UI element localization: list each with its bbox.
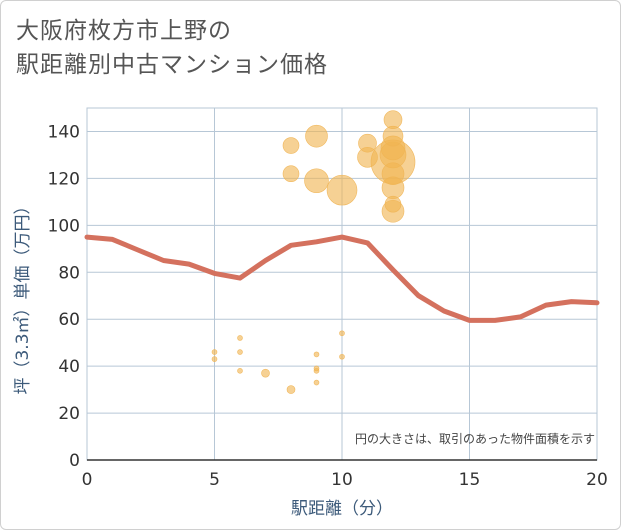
x-tick-label: 15	[459, 470, 481, 490]
axis-layer: 0 5 10 15 20 0 20 40 60 80 100 120 140	[48, 122, 608, 490]
y-tick-label: 120	[48, 169, 80, 189]
data-bubble	[282, 165, 300, 183]
data-bubble	[326, 174, 358, 206]
y-tick-label: 60	[58, 310, 80, 330]
x-tick-label: 5	[209, 470, 220, 490]
grid-layer	[86, 107, 598, 461]
data-bubble	[286, 385, 296, 394]
y-tick-label: 80	[58, 263, 80, 283]
data-bubble	[237, 349, 243, 355]
data-bubble	[381, 176, 405, 200]
y-tick-label: 140	[48, 122, 80, 142]
bubble-layer	[211, 110, 416, 394]
line-layer	[84, 234, 600, 323]
average-price-line	[84, 234, 600, 323]
data-bubble	[313, 379, 320, 386]
x-tick-label: 0	[82, 470, 93, 490]
data-bubble	[382, 125, 404, 147]
chart-title-line-1: 大阪府枚方市上野の	[16, 18, 232, 44]
data-bubble	[305, 124, 328, 148]
x-tick-label: 10	[331, 470, 353, 490]
data-bubble	[304, 168, 329, 194]
data-bubble	[237, 335, 243, 341]
data-bubble	[313, 351, 320, 358]
data-bubble	[211, 349, 218, 355]
data-bubble	[339, 330, 345, 337]
data-bubble	[282, 137, 300, 154]
size-legend-note: 円の大きさは、取引のあった物件面積を示す	[355, 431, 595, 446]
data-bubble	[384, 195, 402, 213]
y-tick-label: 0	[69, 451, 80, 471]
data-bubble	[313, 368, 320, 374]
y-tick-label: 40	[58, 357, 80, 377]
data-bubble	[358, 133, 377, 153]
chart-title: 大阪府枚方市上野の 駅距離別中古マンション価格	[16, 14, 328, 82]
chart-title-line-2: 駅距離別中古マンション価格	[16, 52, 328, 78]
data-bubble	[383, 110, 403, 130]
data-bubble	[339, 353, 345, 360]
data-bubble	[237, 368, 243, 374]
y-tick-label: 100	[48, 216, 80, 236]
data-bubble	[211, 356, 218, 362]
x-axis-title: 駅距離（分）	[291, 499, 393, 519]
x-tick-label: 20	[586, 470, 608, 490]
y-tick-label: 20	[58, 404, 80, 424]
y-axis-title: 坪（3.3㎡）単価（万円）	[13, 197, 33, 394]
data-bubble	[261, 368, 270, 378]
